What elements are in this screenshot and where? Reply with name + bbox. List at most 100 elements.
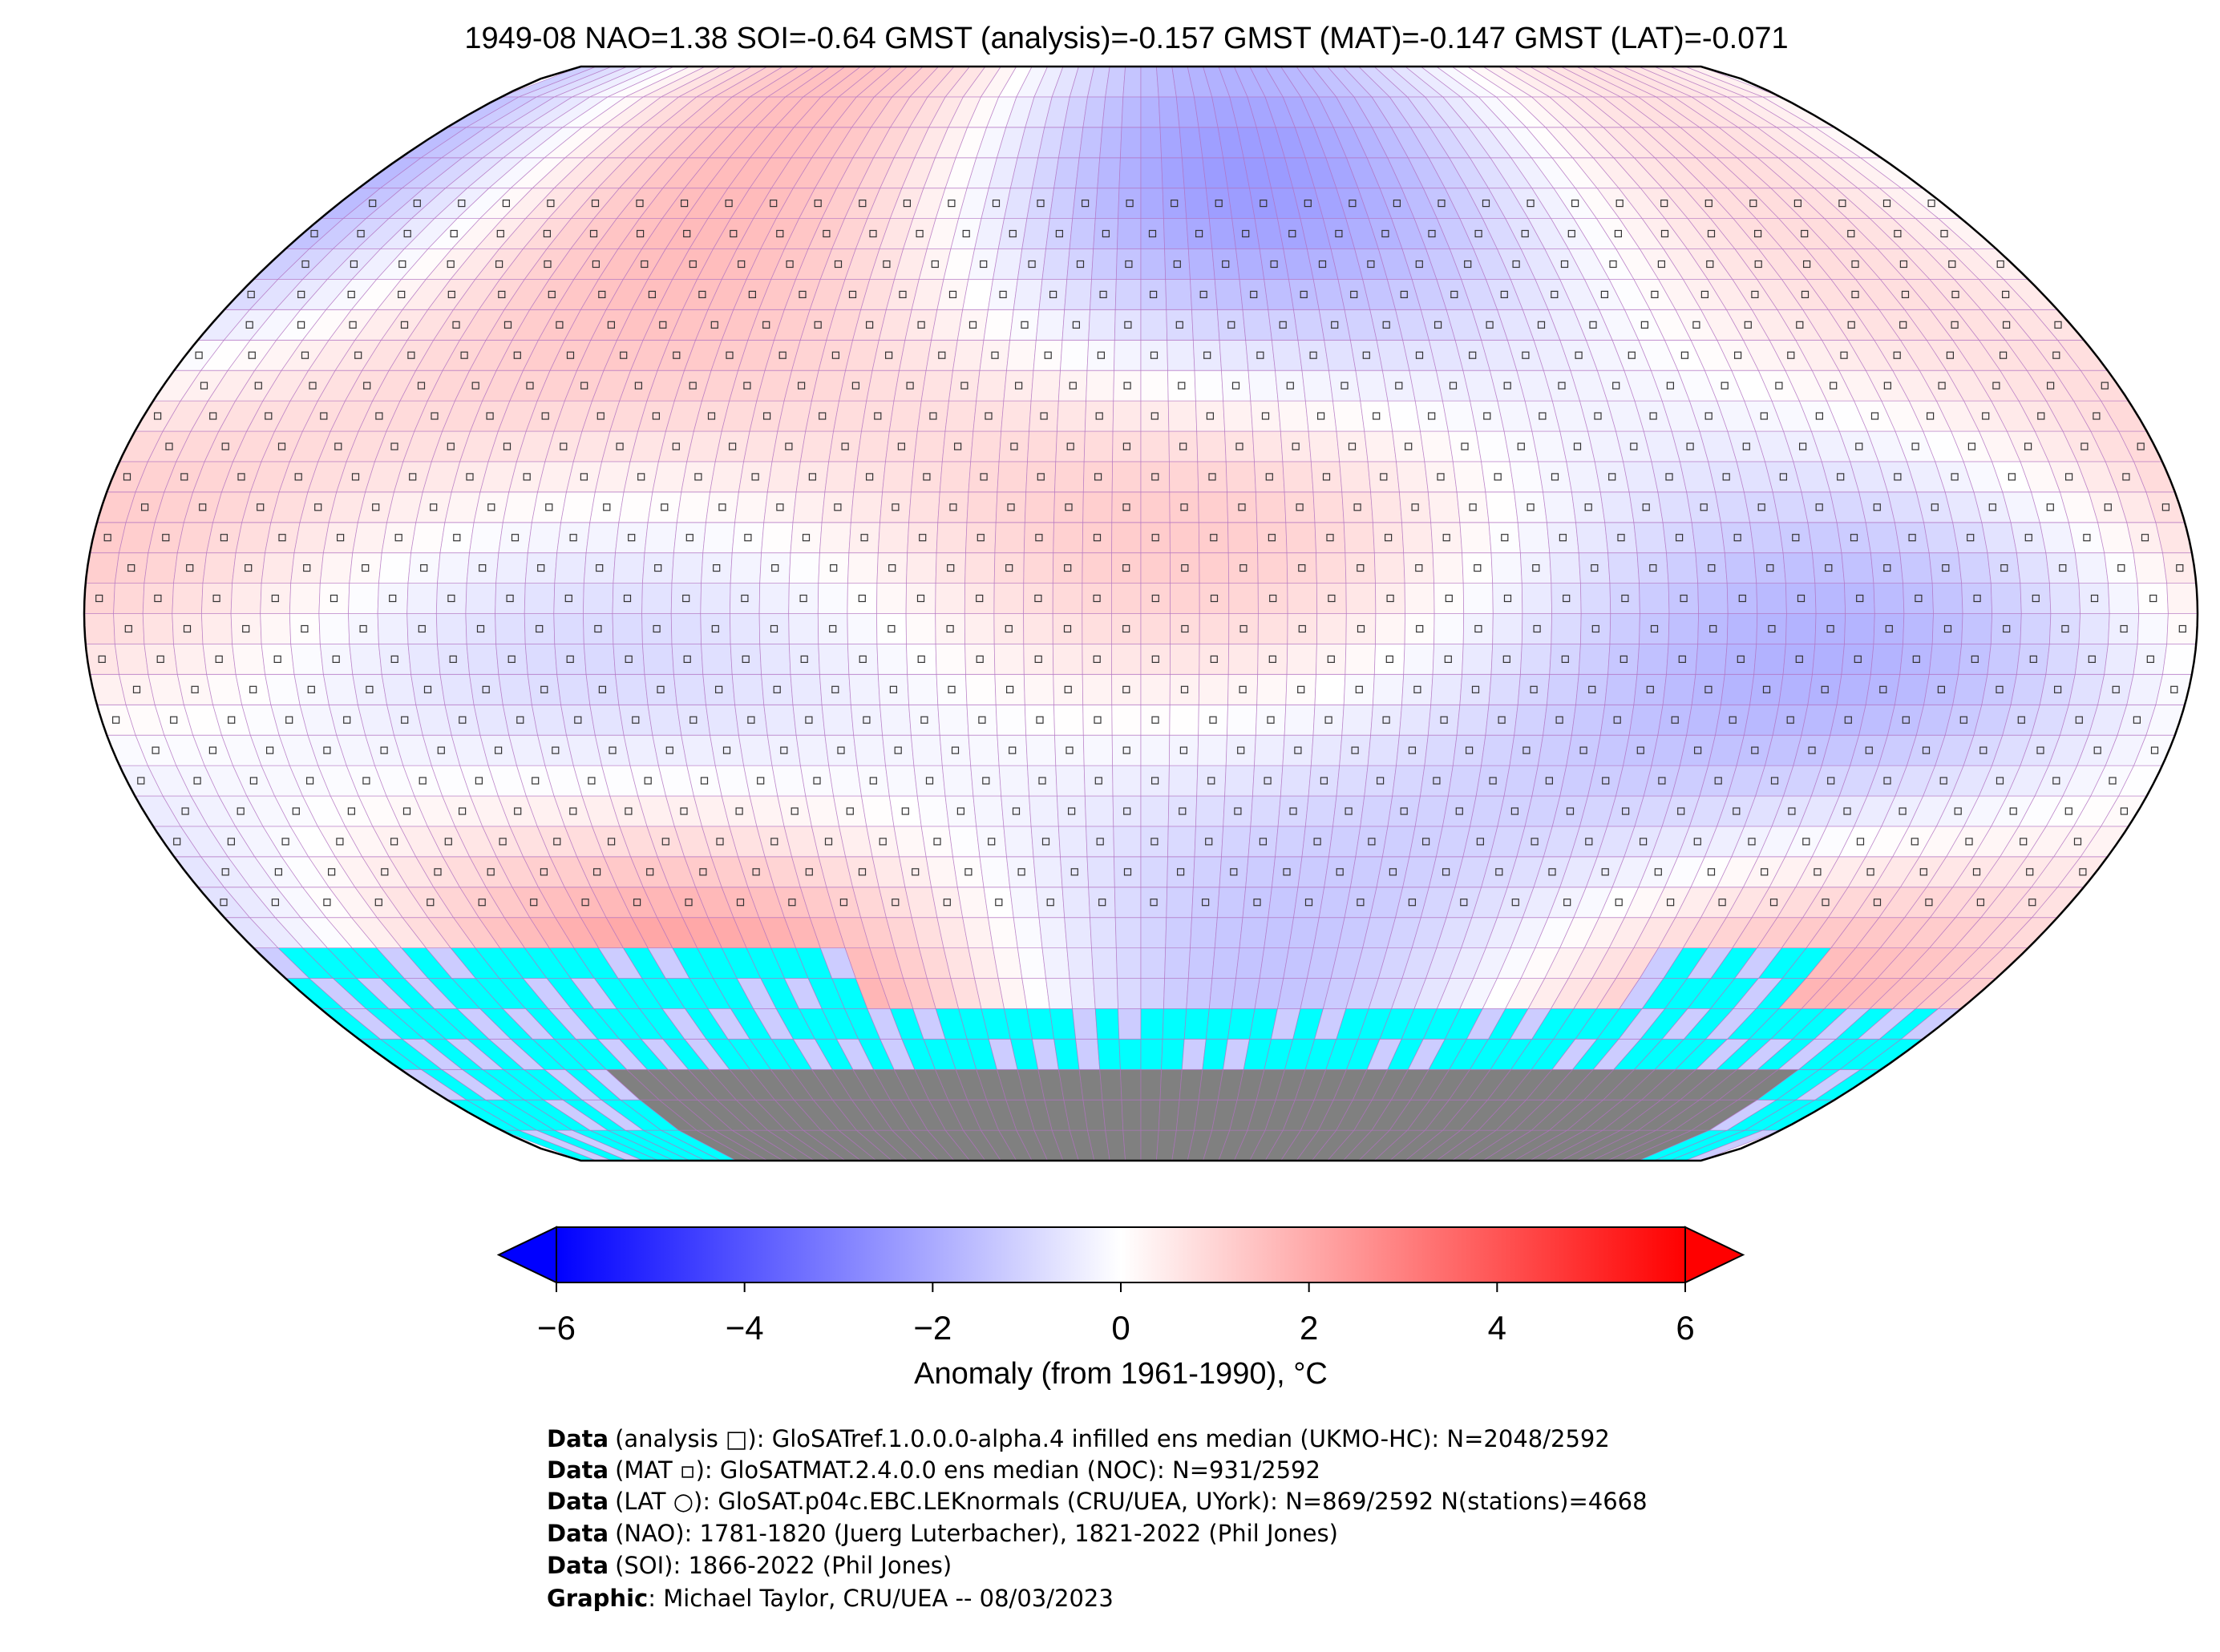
credit-text: (analysis □): GloSATref.1.0.0.0-alpha.4 … <box>615 1425 1610 1452</box>
grid-cell <box>322 522 358 554</box>
analysis-marker <box>1608 473 1616 481</box>
analysis-marker <box>1979 746 1987 754</box>
grid-cell <box>556 673 591 705</box>
grid-cell <box>1782 552 1816 584</box>
grid-cell <box>1314 522 1346 554</box>
analysis-marker <box>1821 685 1829 693</box>
analysis-marker <box>1939 777 1947 785</box>
analysis-marker <box>1677 807 1685 815</box>
analysis-marker <box>1584 503 1592 511</box>
colorbar-extend-low <box>496 1226 557 1284</box>
analysis-marker <box>1393 200 1401 208</box>
analysis-marker <box>888 563 896 572</box>
grid-cell <box>1271 856 1303 888</box>
analysis-marker <box>1621 594 1629 603</box>
analysis-marker <box>799 290 807 298</box>
colorbar-tick-label: 0 <box>1111 1309 1130 1347</box>
grid-cell <box>2162 644 2197 675</box>
analysis-marker <box>1326 534 1334 542</box>
grid-cell <box>1287 583 1318 614</box>
analysis-marker <box>419 777 427 785</box>
grid-cell <box>553 583 584 614</box>
grid-cell <box>731 673 765 705</box>
analysis-marker <box>1180 685 1189 693</box>
analysis-marker <box>479 563 487 572</box>
analysis-marker <box>1151 473 1159 481</box>
grid-cell <box>1607 644 1640 675</box>
grid-cell <box>1836 522 1871 554</box>
analysis-marker <box>1210 655 1218 664</box>
analysis-marker <box>982 777 990 785</box>
grid-cell <box>1459 522 1492 554</box>
analysis-marker <box>245 321 253 329</box>
analysis-marker <box>375 412 383 420</box>
grid-cell <box>1392 765 1425 797</box>
grid-cell <box>536 67 628 98</box>
analysis-marker <box>1380 473 1388 481</box>
grid-cell <box>439 522 475 554</box>
analysis-marker <box>1908 534 1916 542</box>
grid-cell <box>519 67 613 98</box>
grid-cell <box>1401 522 1433 554</box>
analysis-marker <box>1667 899 1675 907</box>
analysis-marker <box>991 351 999 359</box>
grid-cell <box>1167 795 1198 827</box>
grid-cell <box>1310 734 1343 766</box>
analysis-marker <box>1256 351 1264 359</box>
analysis-marker <box>1382 321 1390 329</box>
analysis-marker <box>1178 382 1186 390</box>
analysis-marker <box>858 868 867 876</box>
grid-cell <box>993 583 1025 614</box>
grid-cell <box>2048 583 2081 614</box>
analysis-marker <box>1040 412 1048 420</box>
grid-cell <box>1778 673 1813 705</box>
analysis-marker <box>1971 655 1979 664</box>
analysis-marker <box>1555 716 1563 724</box>
analysis-marker <box>923 473 931 481</box>
grid-cell <box>1387 400 1421 432</box>
analysis-marker <box>362 563 370 572</box>
analysis-marker <box>458 200 466 208</box>
grid-cell <box>939 461 972 493</box>
grid-cell <box>1296 67 1337 98</box>
grid-cell <box>759 552 791 584</box>
grid-cell <box>1161 157 1185 189</box>
grid-cell <box>998 765 1030 797</box>
grid-cell <box>980 67 1017 98</box>
grid-cell <box>730 552 762 584</box>
analysis-marker <box>1014 382 1023 390</box>
grid-cell <box>1328 370 1361 402</box>
grid-cell <box>1140 491 1171 523</box>
analysis-marker <box>560 442 568 450</box>
analysis-marker <box>1320 777 1328 785</box>
analysis-marker <box>771 563 779 572</box>
grid-cell <box>407 552 441 584</box>
colorbar-tick-label: −6 <box>537 1309 576 1347</box>
grid-cell <box>1214 917 1243 948</box>
analysis-marker <box>730 229 738 238</box>
grid-cell <box>232 644 266 675</box>
analysis-marker <box>1474 563 1482 572</box>
analysis-marker <box>1967 534 1975 542</box>
analysis-marker <box>889 685 898 693</box>
analysis-marker <box>634 382 643 390</box>
grid-cell <box>560 491 596 523</box>
grid-cell <box>2133 552 2168 584</box>
analysis-marker <box>736 899 745 907</box>
analysis-marker <box>303 563 311 572</box>
analysis-marker <box>948 200 956 208</box>
analysis-marker <box>863 716 871 724</box>
grid-cell <box>1023 673 1054 705</box>
grid-cell <box>1168 734 1199 766</box>
analysis-marker <box>381 868 389 876</box>
analysis-marker <box>1269 594 1277 603</box>
analysis-marker <box>347 290 355 298</box>
grid-cell <box>1216 309 1247 341</box>
grid-cell <box>1571 704 1606 736</box>
grid-cell <box>1485 491 1518 523</box>
grid-cell <box>713 67 785 98</box>
grid-cell <box>1112 400 1142 432</box>
analysis-marker <box>1856 594 1864 603</box>
grid-cell <box>1785 613 1817 644</box>
analysis-marker <box>598 290 606 298</box>
